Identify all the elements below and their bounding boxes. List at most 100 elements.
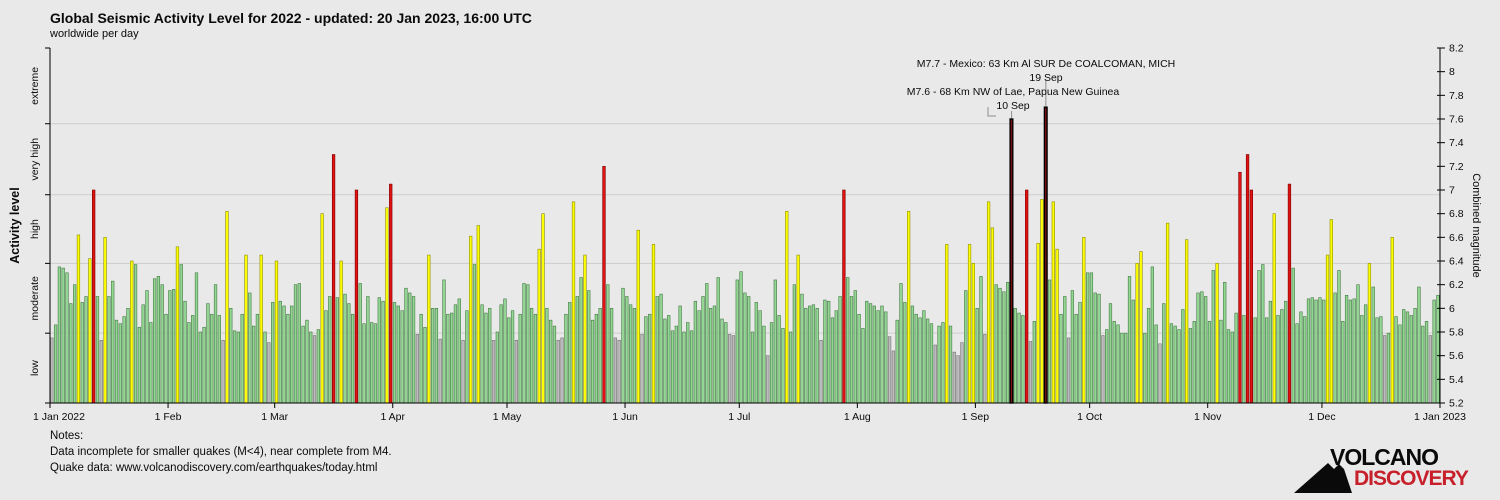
day-bar: [655, 296, 659, 404]
right-axis-tick-label: 6.8: [1449, 208, 1464, 220]
day-bar: [842, 189, 846, 404]
day-bar: [952, 351, 956, 404]
day-bar: [564, 313, 568, 404]
day-bar: [1310, 297, 1314, 404]
day-bar: [1200, 291, 1204, 404]
day-bar: [682, 331, 686, 404]
day-bar: [1006, 281, 1010, 404]
day-bar: [849, 296, 854, 404]
notes-line-1: Data incomplete for smaller quakes (M<4)…: [50, 446, 392, 458]
day-bar: [278, 300, 282, 404]
day-bar: [815, 308, 819, 404]
day-bar: [937, 325, 941, 404]
day-bar: [1386, 332, 1391, 404]
day-bar: [1413, 308, 1417, 404]
day-bar: [861, 328, 865, 404]
day-bar: [1139, 251, 1143, 404]
day-bar: [1192, 321, 1196, 404]
annotation-leader-lines: [987, 79, 1047, 118]
day-bar: [541, 213, 545, 404]
day-bar: [998, 287, 1002, 404]
day-bar: [762, 325, 766, 404]
day-bar: [830, 317, 835, 404]
day-bar: [259, 254, 263, 404]
day-bar: [1295, 323, 1299, 404]
day-bar: [674, 325, 678, 404]
day-bar: [476, 225, 480, 404]
day-bar: [659, 293, 663, 404]
day-bar: [697, 310, 701, 404]
day-bar: [84, 296, 88, 404]
day-bar: [701, 296, 705, 404]
notes-line-2: Quake data: www.volcanodiscovery.com/ear…: [50, 462, 378, 474]
day-bar: [625, 296, 629, 404]
logo-word-volcano: VOLCANO: [1330, 444, 1439, 470]
day-bar: [628, 304, 633, 404]
day-bar: [175, 246, 180, 404]
day-bar: [1074, 313, 1078, 404]
day-bar: [404, 287, 408, 404]
day-bar: [373, 323, 378, 404]
day-bar: [453, 304, 458, 404]
annotation-m76-papua: M7.6 - 68 Km NW of Lae, Papua New Guinea…: [907, 85, 1119, 113]
day-bar: [484, 312, 488, 404]
day-bar: [1093, 292, 1097, 404]
day-bar: [1063, 296, 1067, 404]
day-bar: [1405, 311, 1410, 404]
axes: extreme very high high moderate low Activity …: [8, 43, 1482, 424]
day-bar: [747, 296, 751, 404]
day-bar: [906, 211, 911, 404]
day-bar: [267, 342, 271, 404]
day-bar: [705, 283, 709, 404]
day-bar: [183, 300, 187, 404]
day-bar: [621, 287, 625, 404]
annotation-text: M7.7 - Mexico: 63 Km Al SUR De COALCOMAN…: [916, 58, 1176, 70]
day-bar: [1181, 309, 1185, 404]
right-axis-tick-label: 7: [1449, 185, 1455, 197]
day-bar: [450, 312, 454, 404]
volcano-discovery-logo: VOLCANO DISCOVERY: [1294, 444, 1474, 496]
day-bar: [236, 331, 241, 404]
month-tick-label: 1 Jul: [728, 411, 750, 423]
day-bar: [1066, 337, 1071, 404]
day-bar: [103, 237, 107, 404]
right-axis-title: Combined magnitude: [1470, 173, 1482, 278]
right-axis-tick-label: 8.2: [1449, 43, 1464, 55]
day-bar: [107, 296, 111, 404]
day-bar: [210, 313, 214, 404]
day-bar: [651, 244, 656, 404]
day-bar: [1097, 293, 1101, 404]
day-bar: [712, 305, 717, 404]
day-bar: [149, 322, 153, 404]
day-bar: [400, 310, 404, 404]
day-bar: [1021, 315, 1025, 404]
annotation-m77-mexico: M7.7 - Mexico: 63 Km Al SUR De COALCOMAN…: [917, 57, 1175, 85]
day-bar: [1036, 242, 1040, 404]
day-bar: [271, 302, 275, 404]
day-bar: [948, 325, 953, 404]
day-bar: [217, 315, 221, 404]
day-bar: [343, 293, 347, 404]
day-bar: [552, 325, 557, 404]
day-bar: [1360, 315, 1364, 404]
day-bar: [213, 284, 218, 404]
right-axis-tick-label: 5.2: [1449, 398, 1464, 410]
day-bar: [568, 302, 572, 404]
day-bar: [137, 326, 141, 404]
day-bar: [594, 313, 598, 404]
day-bar: [640, 334, 644, 404]
day-bar: [986, 201, 991, 404]
day-bar: [312, 335, 317, 404]
day-bar: [50, 337, 54, 404]
day-bar: [773, 279, 777, 404]
day-bar: [251, 325, 256, 404]
day-bar: [427, 254, 431, 404]
day-bar: [297, 283, 301, 404]
annotation-text: M7.6 - 68 Km NW of Lae, Papua New Guinea: [906, 86, 1120, 98]
day-bar: [1303, 316, 1307, 404]
day-bar: [164, 313, 168, 404]
chart-title: Global Seismic Activity Level for 2022 -…: [50, 10, 532, 26]
day-bar: [1185, 239, 1189, 404]
day-bar: [423, 326, 427, 404]
day-bar: [644, 316, 648, 404]
